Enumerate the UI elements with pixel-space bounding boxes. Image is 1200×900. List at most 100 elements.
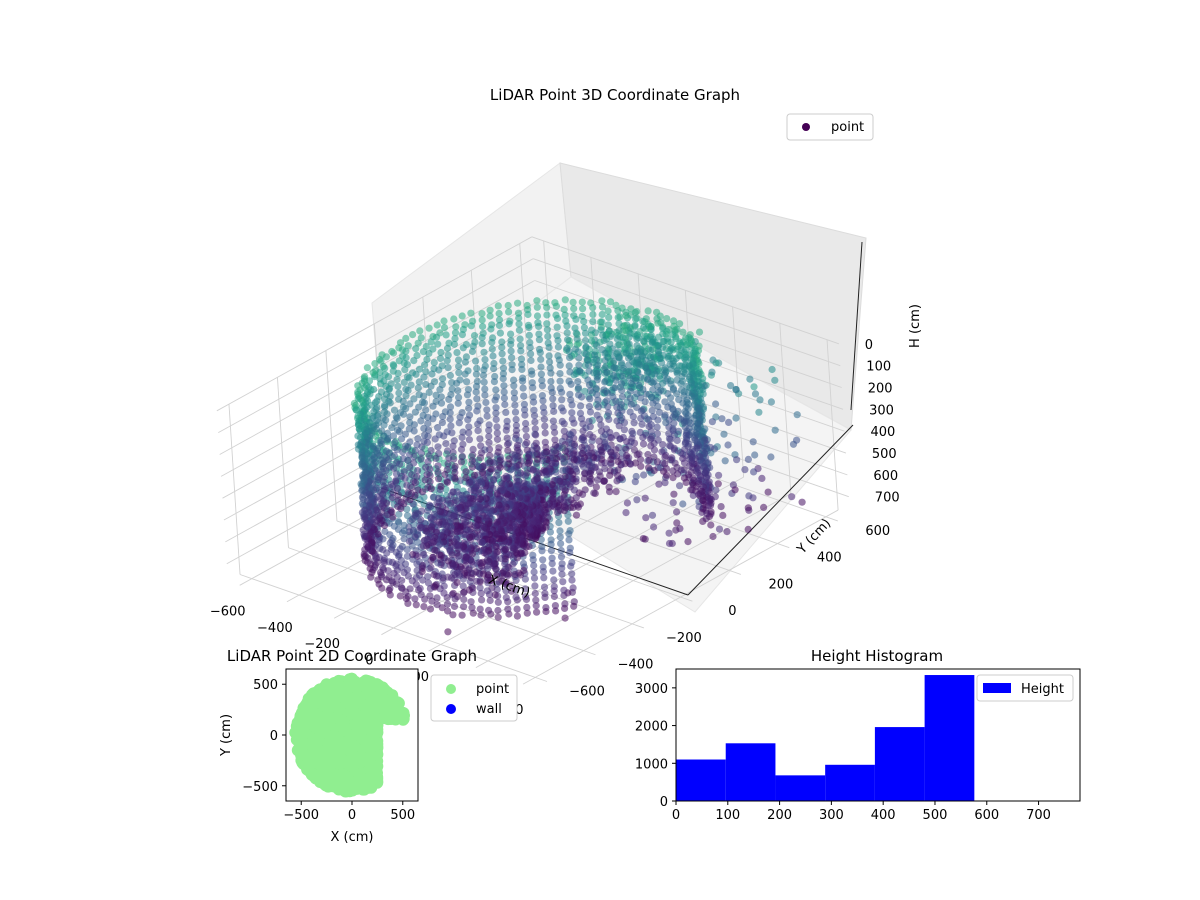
point-3d: [354, 412, 362, 420]
point-3d: [537, 536, 545, 544]
point-3d: [531, 418, 539, 426]
point-3d: [429, 493, 437, 501]
point-3d: [388, 424, 396, 432]
point-3d: [489, 352, 497, 360]
point-3d: [565, 377, 573, 385]
point-3d: [458, 312, 466, 320]
point-3d: [552, 455, 560, 463]
point-3d: [444, 351, 452, 359]
point-3d: [451, 475, 459, 483]
point-3d: [556, 384, 564, 392]
point-3d: [445, 454, 453, 462]
point-3d: [481, 385, 489, 393]
point-3d: [641, 494, 649, 502]
point-3d: [486, 312, 494, 320]
point-3d: [731, 486, 739, 494]
point-3d: [555, 519, 563, 527]
point-3d: [513, 612, 522, 620]
point-3d: [478, 596, 486, 604]
grid-y-wall: [519, 243, 532, 414]
point-3d: [665, 430, 673, 438]
point-3d: [566, 368, 574, 376]
point-3d: [653, 315, 661, 323]
point-3d: [502, 408, 510, 416]
point-3d: [434, 340, 442, 348]
point-3d: [606, 340, 614, 348]
point-3d: [472, 370, 480, 378]
point-3d: [661, 411, 669, 419]
point-3d: [480, 366, 488, 374]
point-3d: [532, 431, 540, 439]
point-3d: [521, 406, 529, 414]
point-3d: [566, 390, 574, 398]
point-3d: [403, 505, 411, 513]
point-3d: [448, 385, 456, 393]
x-tick-label: 0: [365, 654, 373, 669]
point-3d: [499, 357, 507, 365]
point-3d: [476, 454, 485, 462]
y-tick-label: −600: [569, 685, 605, 700]
point-3d: [419, 411, 427, 419]
point-3d: [454, 356, 463, 364]
point-3d: [469, 609, 477, 617]
point-3d: [561, 441, 569, 449]
point-3d: [388, 493, 396, 502]
point-3d: [636, 428, 644, 436]
point-3d: [408, 471, 416, 479]
point-3d: [570, 602, 578, 610]
point-3d: [517, 355, 526, 363]
point-3d: [393, 376, 401, 384]
point-3d: [444, 607, 452, 615]
point-3d: [606, 298, 615, 306]
chart-2d: LiDAR Point 2D Coordinate Graph −500 0 500…: [219, 647, 518, 845]
point-3d: [683, 382, 691, 391]
point-3d: [551, 436, 559, 444]
point-3d: [366, 564, 374, 573]
point-3d: [470, 471, 479, 479]
point-3d: [758, 474, 766, 482]
point-3d: [406, 400, 414, 408]
point-3d: [455, 393, 463, 401]
point-3d: [645, 464, 653, 472]
point-3d: [469, 445, 477, 453]
point-3d: [382, 447, 390, 455]
point-3d: [604, 321, 612, 329]
point-3d: [551, 602, 560, 610]
point-3d: [587, 299, 595, 307]
point-3d: [517, 342, 525, 350]
point-3d: [418, 398, 427, 406]
point-3d: [574, 378, 582, 386]
point-3d: [630, 446, 639, 454]
point-3d: [663, 315, 671, 323]
point-3d: [669, 331, 677, 339]
point-3d: [530, 398, 538, 406]
point-3d: [700, 382, 708, 390]
point-3d: [647, 442, 655, 450]
point-3d: [486, 458, 494, 466]
x-tick-label: −200: [304, 637, 340, 652]
legend-3d-marker: [802, 123, 810, 131]
point-3d: [419, 542, 427, 550]
point-3d: [505, 320, 513, 328]
point-3d: [446, 415, 454, 423]
point-3d: [649, 399, 657, 407]
point-3d: [424, 458, 432, 466]
point-3d: [417, 417, 425, 425]
point-3d: [665, 539, 674, 548]
point-3d: [585, 402, 594, 411]
point-3d: [530, 568, 538, 576]
point-3d: [437, 399, 446, 407]
point-3d: [756, 396, 764, 404]
point-3d: [566, 354, 574, 362]
point-3d: [549, 488, 557, 496]
point-3d: [764, 488, 772, 496]
point-3d: [469, 451, 477, 459]
point-3d: [560, 305, 568, 313]
point-3d: [658, 448, 666, 456]
point-3d: [727, 382, 735, 390]
point-3d: [661, 460, 669, 468]
point-3d: [507, 587, 516, 595]
point-3d: [360, 552, 368, 560]
point-3d: [585, 417, 593, 425]
